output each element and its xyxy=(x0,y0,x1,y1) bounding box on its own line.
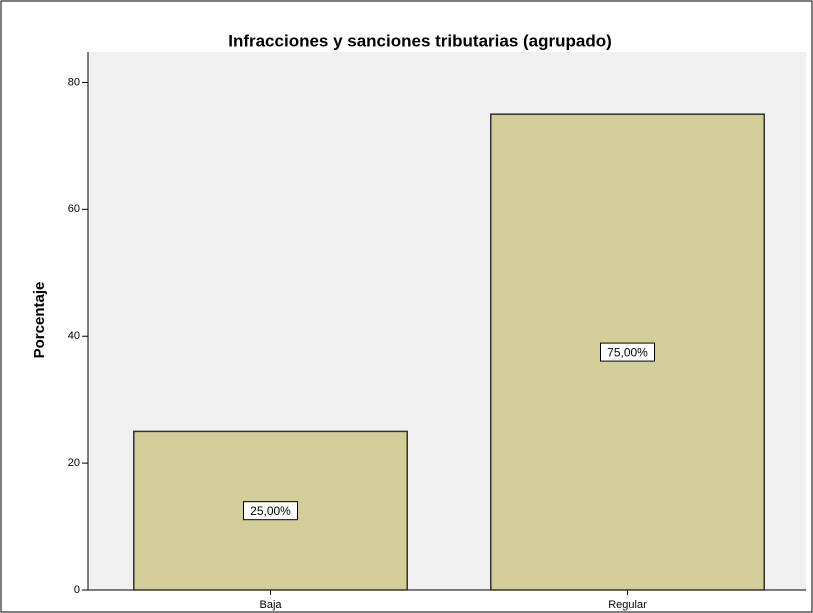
value-label-box xyxy=(600,342,655,362)
value-label: 75,00% xyxy=(607,345,648,359)
y-tick-label: 20 xyxy=(68,457,80,469)
x-tick-label: Regular xyxy=(608,599,647,611)
value-label: 25,00% xyxy=(250,504,291,518)
y-tick-label: 80 xyxy=(68,76,80,88)
value-label-box xyxy=(243,501,298,521)
chart-title: Infracciones y sanciones tributarias (ag… xyxy=(228,31,612,50)
y-tick-label: 0 xyxy=(74,584,80,596)
x-tick-label: Baja xyxy=(259,599,282,611)
y-axis-label: Porcentaje xyxy=(31,282,48,359)
y-tick-label: 60 xyxy=(68,203,80,215)
y-tick-label: 40 xyxy=(68,330,80,342)
